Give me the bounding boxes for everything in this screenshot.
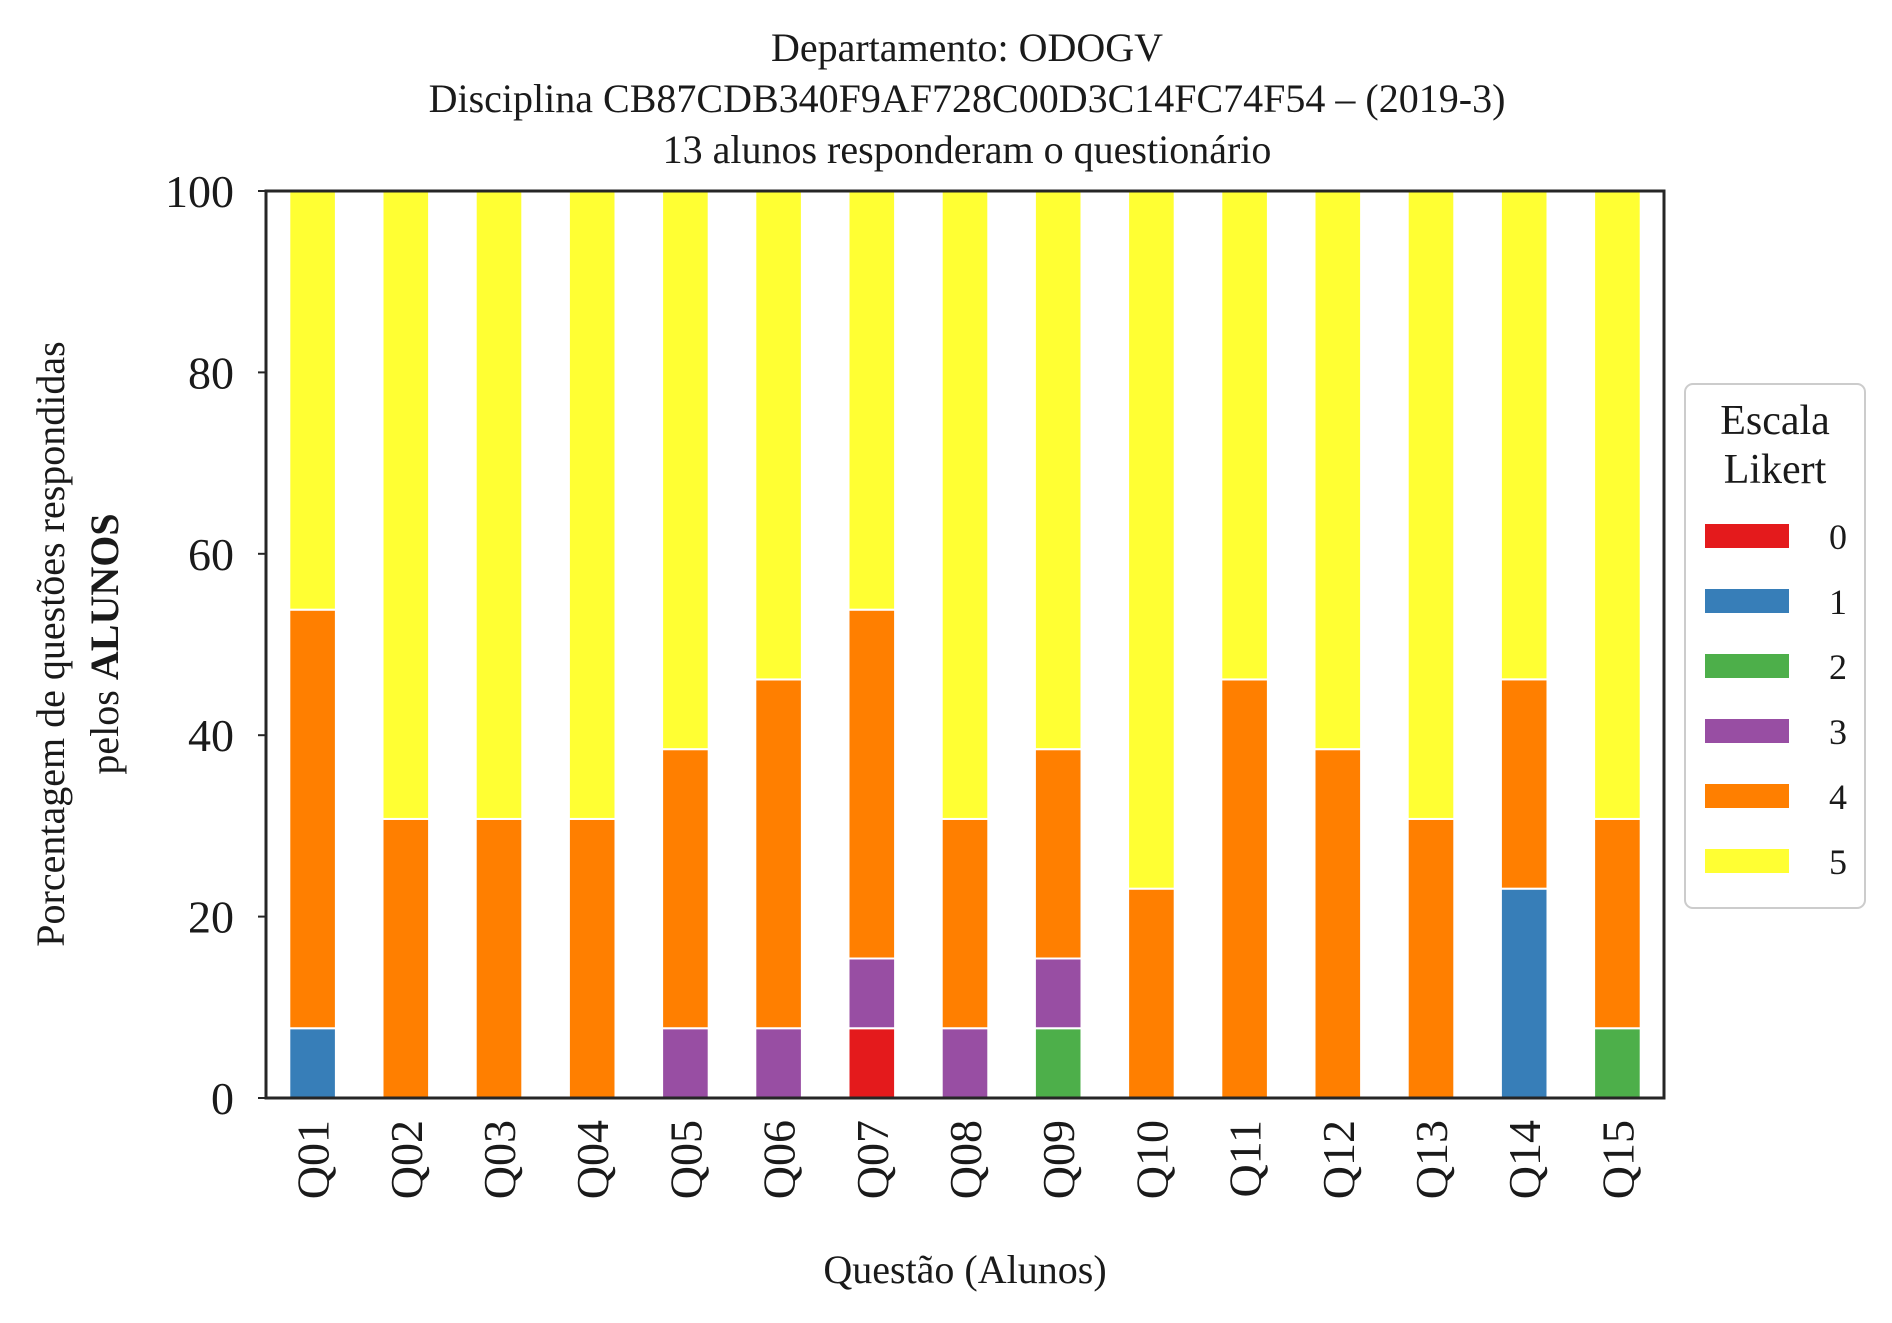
legend-swatch-2 <box>1705 654 1789 678</box>
bar-segment-q02-level-5 <box>381 190 431 820</box>
legend-label-1: 1 <box>1829 582 1847 622</box>
bar-segment-q07-level-4 <box>847 608 897 960</box>
legend-title-line-2: Likert <box>1724 447 1827 493</box>
bar-segment-q06-level-5 <box>754 190 803 681</box>
y-axis-label: Porcentagem de questões respondidas pelo… <box>28 341 127 946</box>
bar-segment-q09-level-5 <box>1033 190 1083 751</box>
legend-swatch-0 <box>1705 524 1789 548</box>
bar-segment-q05-level-5 <box>661 190 710 751</box>
y-tick-label: 40 <box>188 710 234 761</box>
legend-frame <box>1684 383 1866 909</box>
x-tick-label: Q15 <box>1592 1120 1643 1199</box>
bar-segment-q08-level-3 <box>940 1027 990 1100</box>
legend-label-5: 5 <box>1829 842 1847 882</box>
bar-segment-q06-level-4 <box>754 678 803 1030</box>
bar-segment-q04-level-4 <box>567 817 617 1099</box>
bar-segment-q07-level-0 <box>847 1027 897 1100</box>
bar-segment-q02-level-4 <box>381 817 431 1099</box>
x-tick-label: Q02 <box>381 1120 432 1199</box>
bar-segment-q14-level-1 <box>1499 887 1549 1100</box>
bar-segment-q15-level-2 <box>1593 1027 1642 1100</box>
bar-segment-q07-level-3 <box>847 957 897 1030</box>
bar-segment-q14-level-4 <box>1499 678 1549 890</box>
y-axis-label-line-2: pelos ALUNOS <box>82 513 127 774</box>
legend-label-2: 2 <box>1829 647 1847 687</box>
chart-title: Departamento: ODOGV Disciplina CB87CDB34… <box>429 25 1506 172</box>
bar-segment-q15-level-5 <box>1593 190 1642 820</box>
x-tick-label: Q13 <box>1406 1120 1457 1199</box>
legend-swatch-4 <box>1705 784 1789 808</box>
bar-segment-q03-level-4 <box>474 817 524 1099</box>
y-tick-label: 80 <box>188 347 234 398</box>
bar-segment-q13-level-4 <box>1406 817 1456 1099</box>
legend-swatch-3 <box>1705 719 1789 743</box>
y-tick-label: 0 <box>211 1073 234 1124</box>
title-line-2: Disciplina CB87CDB340F9AF728C00D3C14FC74… <box>429 76 1506 121</box>
bar-segment-q01-level-1 <box>288 1027 337 1100</box>
bars-group <box>288 189 1642 1100</box>
title-line-1: Departamento: ODOGV <box>771 25 1163 70</box>
bar-segment-q01-level-4 <box>288 608 337 1030</box>
y-tick-label: 20 <box>188 892 234 943</box>
x-axis-label: Questão (Alunos) <box>823 1247 1106 1292</box>
bar-segment-q09-level-3 <box>1033 957 1083 1030</box>
bar-segment-q08-level-5 <box>940 190 990 820</box>
bar-segment-q01-level-5 <box>288 190 337 611</box>
legend-label-0: 0 <box>1829 517 1847 557</box>
plot-frame <box>264 189 1666 1100</box>
bar-segment-q14-level-5 <box>1499 189 1549 681</box>
bar-segment-q09-level-4 <box>1033 748 1083 960</box>
bar-segment-q11-level-4 <box>1220 678 1269 1099</box>
bar-segment-q13-level-5 <box>1406 190 1456 820</box>
legend-label-4: 4 <box>1829 777 1847 817</box>
legend-swatch-5 <box>1705 849 1789 873</box>
bar-segment-q03-level-5 <box>474 190 524 820</box>
legend-label-3: 3 <box>1829 712 1847 752</box>
x-tick-label: Q03 <box>474 1120 525 1199</box>
x-tick-label: Q01 <box>288 1120 339 1199</box>
y-axis-label-line-1: Porcentagem de questões respondidas <box>28 341 73 946</box>
x-tick-label: Q07 <box>847 1120 898 1199</box>
bar-segment-q04-level-5 <box>567 190 617 820</box>
y-axis-label-prefix: pelos <box>82 680 127 774</box>
x-tick-label: Q08 <box>940 1120 991 1199</box>
bar-segment-q10-level-5 <box>1127 190 1176 890</box>
bar-segment-q05-level-4 <box>661 748 710 1030</box>
x-tick-label: Q10 <box>1126 1120 1177 1199</box>
bar-segment-q06-level-3 <box>754 1027 803 1100</box>
bar-segment-q05-level-3 <box>661 1027 710 1100</box>
y-axis-ticks: 0 20 40 60 80 100 <box>165 166 266 1124</box>
bar-segment-q09-level-2 <box>1033 1027 1083 1100</box>
bar-segment-q12-level-5 <box>1313 190 1363 751</box>
x-tick-label: Q06 <box>754 1120 805 1199</box>
y-tick-label: 60 <box>188 529 234 580</box>
bar-segment-q15-level-4 <box>1593 817 1642 1030</box>
bar-segment-q10-level-4 <box>1127 887 1176 1100</box>
legend-swatch-1 <box>1705 589 1789 613</box>
bar-segment-q07-level-5 <box>847 190 897 611</box>
legend-title-line-1: Escala <box>1720 398 1830 444</box>
title-line-3: 13 alunos responderam o questionário <box>663 127 1272 172</box>
x-tick-label: Q12 <box>1313 1120 1364 1199</box>
legend: Escala Likert 0 1 2 3 4 5 <box>1684 383 1866 909</box>
y-axis-label-bold: ALUNOS <box>82 513 127 680</box>
x-tick-label: Q14 <box>1499 1120 1550 1199</box>
x-tick-label: Q09 <box>1033 1120 1084 1199</box>
x-tick-label: Q11 <box>1220 1120 1271 1198</box>
bar-segment-q11-level-5 <box>1220 190 1269 681</box>
y-tick-label: 100 <box>165 166 234 217</box>
bar-segment-q12-level-4 <box>1313 748 1363 1099</box>
bar-segment-q08-level-4 <box>940 817 990 1030</box>
x-tick-label: Q04 <box>567 1120 618 1199</box>
x-tick-label: Q05 <box>660 1120 711 1199</box>
legend-items: 0 1 2 3 4 5 <box>1705 517 1847 882</box>
x-axis-ticks: Q01 Q02 Q03 Q04 Q05 Q06 Q07 Q08 Q09 Q10 Q11 Q12 Q13 Q… <box>288 1120 1644 1199</box>
